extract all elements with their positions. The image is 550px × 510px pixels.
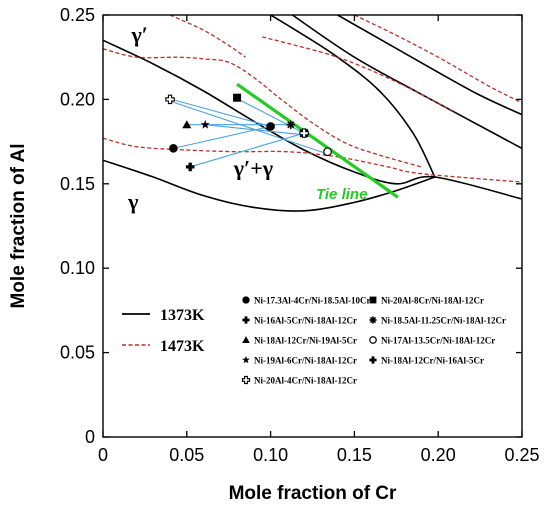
region-label-0: γ′ — [130, 22, 147, 47]
x-tick-label-3: 0.15 — [337, 445, 372, 465]
tie-line-4 — [171, 98, 271, 127]
legend-layer: 1373K 1473K Ni-17.3Al-4Cr/Ni-18.5Al-10Cr Ni… — [122, 296, 506, 386]
legend-series-label-7: Ni-18Al-12Cr/Ni-16Al-5Cr — [381, 356, 484, 366]
legend-marker-7 — [369, 356, 377, 364]
legend-marker-5-shape — [369, 336, 377, 344]
x-tick-label-0: 0 — [98, 445, 108, 465]
legend-marker-0 — [242, 296, 250, 304]
data-point-s0-1-shape — [266, 122, 275, 131]
data-point-s8-1-shape — [299, 128, 309, 138]
legend-marker-6 — [242, 355, 250, 364]
region-label-1: γ′+γ — [233, 155, 273, 180]
phase-boundary-1473K-6 — [103, 48, 422, 168]
legend-marker-3 — [369, 316, 377, 324]
y-tick-label-3: 0.15 — [60, 174, 95, 194]
data-point-s8-0 — [165, 94, 175, 105]
x-tick-label-5: 0.25 — [504, 445, 539, 465]
data-point-s8-1 — [299, 128, 309, 138]
data-point-s5-0-shape — [323, 147, 332, 157]
data-point-s1-0-shape — [233, 93, 242, 102]
region-label-2: γ — [127, 189, 138, 214]
phase-boundary-1373K-3 — [291, 15, 522, 150]
phase-boundary-layer — [103, 15, 522, 212]
tie-line-label: Tie line — [316, 186, 367, 203]
phase-boundary-1373K-0 — [103, 159, 436, 212]
data-point-s3-0-ray — [287, 121, 295, 129]
x-tick-label-2: 0.10 — [253, 445, 288, 465]
legend-series-label-4: Ni-18Al-12Cr/Ni-19Al-5Cr — [254, 336, 357, 346]
data-point-s6-0 — [200, 119, 210, 129]
legend-marker-4-shape — [242, 336, 250, 343]
y-tick-label-1: 0.05 — [60, 343, 95, 363]
y-tick-label-4: 0.20 — [60, 89, 95, 109]
legend-series-label-0: Ni-17.3Al-4Cr/Ni-18.5Al-10Cr — [254, 296, 370, 306]
data-point-s7-1 — [185, 162, 195, 172]
y-axis-label: Mole fraction of Al — [8, 143, 29, 308]
data-point-s0-0-shape — [169, 144, 178, 153]
legend-marker-2-shape — [242, 316, 250, 324]
legend-marker-4 — [242, 336, 250, 343]
region-labels-layer: Tie line γ′ γ′+γ γ — [127, 22, 367, 214]
x-tick-label-4: 0.20 — [421, 445, 456, 465]
legend-marker-1 — [369, 296, 377, 304]
x-tick-label-1: 0.05 — [169, 445, 204, 465]
data-point-s4-1 — [182, 120, 192, 129]
data-point-s5-0 — [323, 147, 332, 157]
phase-boundary-1473K-5 — [103, 137, 522, 183]
phase-boundary-1473K-8 — [262, 36, 456, 114]
legend-series-label-2: Ni-16Al-5Cr/Ni-18Al-12Cr — [254, 316, 357, 326]
y-tick-label-0: 0 — [85, 427, 95, 447]
data-point-s4-1-shape — [182, 120, 192, 129]
legend-series-label-3: Ni-18.5Al-11.25Cr/Ni-18Al-12Cr — [381, 316, 506, 326]
x-axis-label: Mole fraction of Cr — [229, 483, 397, 504]
legend-marker-2 — [242, 316, 250, 324]
legend-marker-8-shape — [241, 375, 251, 385]
legend-label-0: 1373K — [160, 307, 205, 324]
axes-layer: 0 0.05 0.10 0.15 0.20 0.25 0 0.05 0.10 0.15 0.20 0.… — [60, 5, 540, 465]
data-point-s1-0 — [233, 93, 242, 102]
data-point-s8-0-shape — [165, 94, 175, 105]
data-points-layer — [165, 93, 332, 172]
plot-frame — [102, 14, 523, 438]
legend-marker-6-shape — [242, 355, 250, 364]
legend-series-label-5: Ni-17Al-13.5Cr/Ni-18Al-12Cr — [381, 336, 495, 346]
tie-line-6 — [169, 100, 327, 154]
data-point-s3-0 — [286, 120, 295, 129]
phase-boundary-1373K-4 — [337, 15, 522, 116]
legend-marker-0-shape — [242, 296, 250, 304]
legend-series-label-1: Ni-20Al-8Cr/Ni-18Al-12Cr — [381, 296, 484, 306]
highlighted-tie-line — [236, 82, 399, 199]
data-point-s0-1 — [266, 122, 275, 131]
data-point-s0-0 — [169, 144, 178, 153]
legend-marker-3-ray — [369, 316, 377, 324]
legend-series-label-6: Ni-19Al-6Cr/Ni-18Al-12Cr — [254, 356, 357, 366]
legend-marker-5 — [369, 336, 377, 344]
legend-marker-8 — [241, 375, 251, 385]
y-tick-label-2: 0.10 — [60, 258, 95, 278]
legend-label-1: 1473K — [160, 338, 205, 355]
phase-boundary-1373K-2 — [270, 15, 436, 178]
phase-boundary-1473K-7 — [169, 15, 246, 58]
tie-line-1 — [189, 132, 305, 168]
data-point-s6-0-shape — [200, 119, 210, 129]
legend-series-label-8: Ni-20Al-4Cr/Ni-18Al-12Cr — [254, 376, 357, 386]
legend-marker-7-shape — [369, 356, 377, 364]
data-point-s7-1-shape — [185, 162, 195, 172]
legend-marker-1-shape — [369, 296, 377, 304]
phase-boundary-1473K-9 — [354, 15, 522, 104]
phase-boundary-1373K-1 — [103, 39, 522, 200]
y-tick-label-5: 0.25 — [60, 5, 95, 25]
tie-lines-layer — [169, 82, 399, 199]
